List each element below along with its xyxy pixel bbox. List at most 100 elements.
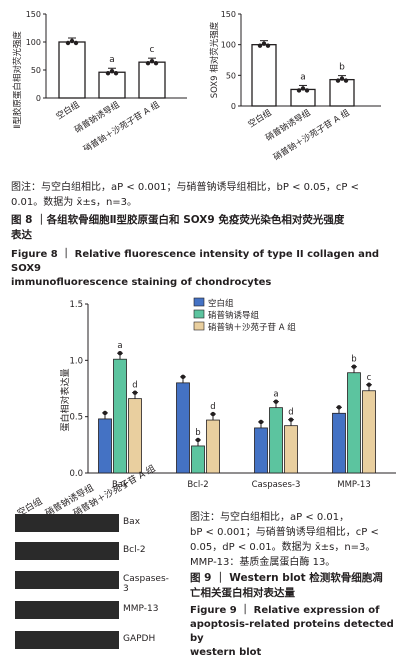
blot-label-bcl2: Bcl-2 [123,545,146,555]
data-point [180,374,186,380]
legend-label: 硝普钠＋沙苑子苷 A 组 [208,322,296,333]
data-point [336,405,342,410]
data-point [335,78,341,83]
legend-label: 空白组 [208,298,234,309]
fig9-caption-en-3: western blot [190,647,262,658]
bar-mmp-13-s1 [332,412,346,474]
data-point [257,43,263,48]
blot-band-gapdh [15,631,119,649]
western-blot-panel: 空白组 硝普钠诱导组 硝普钠＋沙苑子苷 A 组 Bax Bcl-2 Caspas… [3,462,169,662]
significance-label: b [339,63,345,73]
data-point [73,40,79,46]
data-point [261,41,267,46]
data-point [210,411,216,417]
blot-column-labels: 空白组 硝普钠诱导组 硝普钠＋沙苑子苷 A 组 [3,462,157,519]
data-point [366,382,372,387]
data-point [69,38,75,44]
fig8-right-ylabel: SOX9 相对荧光强度 [209,21,220,98]
significance-label: c [150,45,155,55]
significance-label: a [273,390,278,400]
legend-swatch [193,321,205,331]
bar-3 [329,78,355,107]
bar-caspases-3-s1 [254,427,268,474]
data-point [351,364,357,369]
significance-label: d [132,381,137,391]
ytick-label: 1.5 [69,300,83,310]
fig9-caption-en-1: Figure 9 ｜ Relative expression of [190,605,380,616]
data-point [102,410,108,416]
fig8-left-ylabel: Ⅱ型胶原蛋白相对荧光强度 [12,31,23,129]
data-point [105,71,111,76]
ytick-label: 50 [31,66,41,75]
category-label: MMP-13 [337,480,371,490]
ytick-label: 0 [36,94,41,103]
bar-2 [98,71,126,99]
bar-bax-s3 [128,398,142,474]
ytick-label: 50 [226,71,236,80]
blot-label-mmp13: MMP-13 [123,604,159,614]
ytick-label: 1.0 [69,356,83,366]
bar-bax-s2 [113,358,127,474]
fig9-note-line2: bP < 0.001；与硝普钠诱导组相比，cP < [190,527,379,538]
significance-label: b [195,428,200,438]
blot-band-casp3 [15,571,119,589]
significance-label: a [109,55,115,65]
ytick-label: 0.0 [69,469,83,479]
bar-bcl-2-s3 [206,419,220,474]
fig9-note-line3: 0.05，dP < 0.01。数据为 x̄±s，n=3。 [190,542,376,553]
ytick-label: 150 [26,10,41,19]
bar-3 [138,61,166,99]
fig9-caption-cn-2: 亡相关蛋白相对表达量 [190,587,295,599]
data-point [288,417,294,422]
data-point [265,43,271,48]
blot-band-mmp13 [15,601,119,619]
bar-bcl-2-s1 [176,382,190,474]
significance-label: a [117,341,122,351]
data-point [304,88,310,93]
fig8-caption-en-2: immunofluorescence staining of chondrocy… [11,277,272,288]
fig9-note-line4: MMP-13：基质金属蛋白酶 13。 [190,557,336,568]
fig8-note-line1: 图注：与空白组相比，aP < 0.001；与硝普钠诱导组相比，bP < 0.05… [11,182,359,193]
significance-label: b [351,355,356,365]
data-point [145,60,151,66]
data-point [117,351,123,356]
data-point [195,437,201,443]
bar-mmp-13-s2 [347,372,361,474]
fig8-note-line2: 0.01。数据为 x̄±s，n=3。 [11,197,138,208]
ytick-label: 100 [26,38,41,47]
data-point [343,78,349,83]
legend-swatch [193,309,205,319]
data-point [109,69,115,74]
data-point [273,399,279,404]
fig9-caption-en-2: apoptosis-related proteins detected by [190,619,394,644]
bar-mmp-13-s3 [362,390,376,474]
blot-band-bax [15,514,119,532]
fig8-caption-en-1: Figure 8 ｜ Relative fluorescence intensi… [11,249,380,274]
data-point [258,419,264,425]
fig9-note-line1: 图注：与空白组相比，aP < 0.01， [190,512,350,523]
category-label: 空白组 [246,107,274,130]
category-label: 空白组 [54,99,82,122]
legend-label: 硝普钠诱导组 [208,310,260,321]
data-point [339,76,345,81]
blot-label-bax: Bax [123,517,141,527]
data-point [296,88,302,93]
blot-label-casp3: Caspases-3 [123,574,169,594]
bar-1 [58,41,86,99]
significance-label: d [288,408,293,418]
data-point [113,71,119,76]
data-point [149,58,155,64]
data-point [132,390,138,395]
data-point [153,60,159,66]
significance-label: a [300,72,306,82]
significance-label: d [210,402,215,412]
significance-label: c [367,373,372,383]
ytick-label: 150 [221,10,236,19]
bar-2 [290,88,316,107]
category-label: Caspases-3 [252,480,301,490]
fig8-caption-cn-1: 图 8 ｜各组软骨细胞Ⅱ型胶原蛋白和 SOX9 免疫荧光染色相对荧光强度 [11,214,345,226]
data-point [65,40,71,46]
